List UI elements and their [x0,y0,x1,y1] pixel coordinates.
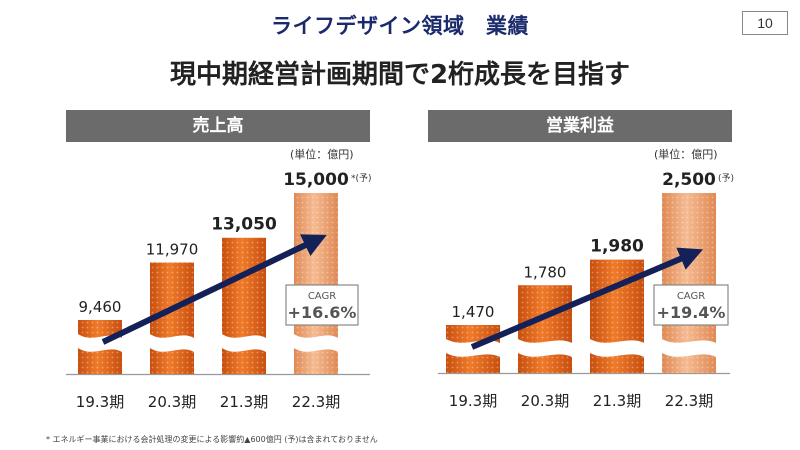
forecast-note: (予) [718,173,734,184]
bar-lower-texture [662,353,716,373]
profit-panel-header: 営業利益 [428,110,732,142]
bar-21.3期 [222,237,266,374]
operating-profit-chart: 1,470 19.3期 1,780 20.3期 1,980 21.3期 2,500 (予) 22… [438,170,734,410]
growth-arrow [101,234,327,345]
bar-20.3期 [518,285,572,373]
sales-unit-label: (単位：億円) [290,148,354,161]
value-label: 11,970 [146,240,199,258]
category-label: 22.3期 [665,392,713,410]
category-label: 20.3期 [148,393,196,411]
sales-panel-header: 売上高 [66,110,370,142]
cagr-value: +16.6% [288,303,357,322]
bar-lower-texture [150,348,194,374]
value-label: 1,980 [590,237,644,257]
category-label: 20.3期 [521,392,569,410]
bar-lower-texture [590,353,644,373]
sales-chart: 9,460 19.3期 11,970 20.3期 13,050 21.3期 15,000 *(… [66,170,371,411]
bar-upper-texture [78,320,122,338]
cagr-label: CAGR [308,291,336,302]
bar-lower-texture [518,353,572,373]
forecast-note: *(予) [351,173,372,184]
value-label: 15,000 [283,170,349,190]
value-label: 1,470 [452,303,495,321]
category-label: 19.3期 [449,392,497,410]
page-title: ライフデザイン領域 業績 [271,14,529,38]
footnote: * エネルギー事業における会計処理の変更による影響約▲600億円 (予)は含まれ… [46,435,378,444]
bar-upper-texture [150,262,194,338]
category-label: 21.3期 [220,393,268,411]
bar-22.3期 [662,193,716,373]
page-number: 10 [742,11,788,35]
category-label: 19.3期 [76,393,124,411]
bar-lower-texture [222,348,266,374]
profit-unit-label: (単位：億円) [654,148,718,161]
value-label: 1,780 [524,263,567,281]
bar-lower-texture [78,348,122,374]
category-label: 22.3期 [292,393,340,411]
page-subtitle: 現中期経営計画期間で2桁成長を目指す [169,60,631,90]
bar-19.3期 [78,320,122,374]
cagr-box [653,284,729,326]
cagr-box [285,284,359,326]
bar-lower-texture [294,348,338,374]
growth-arrow [470,247,704,350]
bar-20.3期 [150,262,194,374]
bar-22.3期 [294,193,338,374]
cagr-label: CAGR [677,291,705,302]
value-label: 2,500 [662,170,716,190]
value-label: 9,460 [79,298,122,316]
bar-lower-texture [446,353,500,373]
category-label: 21.3期 [593,392,641,410]
value-label: 13,050 [211,215,277,235]
bar-upper-texture [222,237,266,338]
cagr-value: +19.4% [657,303,726,322]
bar-upper-texture [590,259,644,343]
